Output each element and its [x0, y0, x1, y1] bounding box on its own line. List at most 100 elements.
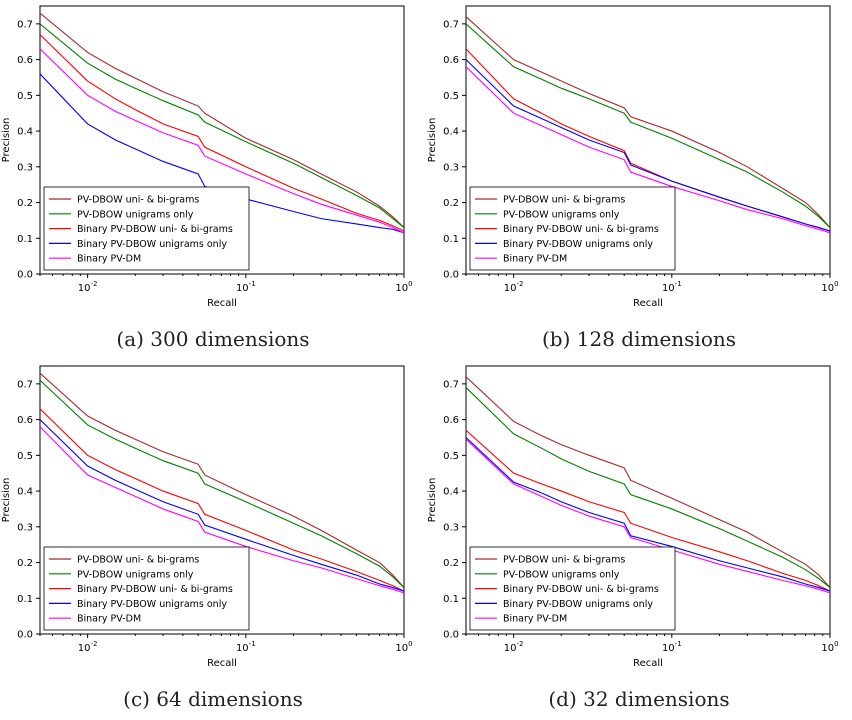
chart-panel-a: 0.0 0.1 0.2 0.3 0.4 0.5 0.6 0.7 10-2 10-1 100 Recal… [0, 0, 426, 360]
legend-label: PV-DBOW unigrams only [503, 569, 620, 580]
legend-box [469, 546, 676, 631]
x-tick-label: 10-1 [662, 640, 682, 654]
legend-label: Binary PV-DBOW unigrams only [503, 239, 653, 250]
y-tick-label: 0.1 [17, 594, 33, 605]
y-tick-label: 0.6 [443, 55, 459, 66]
plot-frame [465, 365, 831, 635]
caption-c: (c) 64 dimensions [123, 687, 303, 711]
y-tick-label: 0.5 [17, 91, 33, 102]
series-group [40, 372, 404, 594]
x-tick-label: 10-2 [504, 640, 524, 654]
y-tick-label: 0.5 [17, 451, 33, 462]
caption-a: (a) 300 dimensions [116, 327, 310, 351]
series-line-4 [466, 437, 830, 592]
legend-label: Binary PV-DBOW unigrams only [77, 599, 227, 610]
y-tick-label: 0.0 [443, 270, 459, 281]
x-tick-label: 100 [395, 640, 412, 654]
legend-label: PV-DBOW uni- & bi-grams [503, 195, 625, 206]
y-axis-label: Precision [427, 478, 438, 523]
chart-panel-c: 0.0 0.1 0.2 0.3 0.4 0.5 0.6 0.7 10-2 10-1 100 Recal… [0, 360, 426, 720]
x-axis-label: Recall [207, 658, 237, 669]
y-tick-label: 0.4 [443, 127, 459, 138]
x-tick-label: 10-1 [236, 640, 256, 654]
chart-c: 0.0 0.1 0.2 0.3 0.4 0.5 0.6 0.7 10-2 10-1 100 Recal… [1, 365, 413, 669]
series-line-5 [466, 66, 830, 234]
chart-d: 0.0 0.1 0.2 0.3 0.4 0.5 0.6 0.7 10-2 10-1 100 Recal… [427, 365, 839, 669]
y-tick-label: 0.3 [17, 522, 33, 533]
y-tick-label: 0.4 [17, 127, 33, 138]
y-tick-label: 0.6 [443, 415, 459, 426]
x-tick-label: 100 [395, 280, 412, 294]
plot-frame [465, 5, 831, 275]
x-axis-label: Recall [633, 298, 663, 309]
legend-box [43, 546, 250, 631]
y-tick-label: 0.3 [17, 162, 33, 173]
chart-panel-d: 0.0 0.1 0.2 0.3 0.4 0.5 0.6 0.7 10-2 10-1 100 Recal… [426, 360, 852, 720]
y-tick-label: 0.1 [443, 594, 459, 605]
caption-d: (d) 32 dimensions [548, 687, 730, 711]
y-tick-label: 0.4 [17, 487, 33, 498]
y-tick-label: 0.4 [443, 487, 459, 498]
x-tick-label: 10-2 [504, 280, 524, 294]
y-tick-label: 0.6 [17, 55, 33, 66]
x-tick-label: 10-1 [662, 280, 682, 294]
y-axis-label: Precision [427, 118, 438, 163]
series-line-1 [40, 12, 404, 228]
legend-label: Binary PV-DBOW uni- & bi-grams [77, 224, 233, 235]
series-line-3 [40, 408, 404, 592]
x-tick-label: 100 [821, 280, 838, 294]
series-line-1 [466, 376, 830, 588]
y-tick-label: 0.1 [17, 234, 33, 245]
legend-label: Binary PV-DM [77, 614, 141, 625]
legend-label: Binary PV-DM [503, 614, 567, 625]
y-tick-label: 0.0 [17, 270, 33, 281]
legend-label: Binary PV-DBOW uni- & bi-grams [503, 584, 659, 595]
legend-label: PV-DBOW uni- & bi-grams [77, 195, 199, 206]
plot-frame [39, 365, 405, 635]
series-line-4 [466, 59, 830, 232]
series-line-3 [40, 34, 404, 232]
y-tick-label: 0.0 [17, 630, 33, 641]
chart-b: 0.0 0.1 0.2 0.3 0.4 0.5 0.6 0.7 10-2 10-1 100 Recal… [427, 5, 839, 309]
y-tick-label: 0.2 [17, 558, 33, 569]
y-tick-label: 0.2 [17, 198, 33, 209]
y-tick-label: 0.3 [443, 162, 459, 173]
series-line-1 [40, 372, 404, 588]
series-line-5 [466, 438, 830, 594]
y-tick-label: 0.1 [443, 234, 459, 245]
y-axis-label: Precision [1, 478, 12, 523]
legend-label: PV-DBOW uni- & bi-grams [503, 555, 625, 566]
legend-label: Binary PV-DBOW uni- & bi-grams [503, 224, 659, 235]
plot-frame [39, 5, 405, 275]
legend-label: Binary PV-DM [77, 254, 141, 265]
y-tick-label: 0.3 [443, 522, 459, 533]
y-tick-label: 0.2 [443, 558, 459, 569]
legend-box [43, 186, 250, 271]
y-tick-label: 0.7 [17, 379, 33, 390]
legend-label: PV-DBOW uni- & bi-grams [77, 555, 199, 566]
series-line-5 [40, 426, 404, 594]
legend-label: Binary PV-DM [503, 254, 567, 265]
series-line-4 [40, 419, 404, 592]
series-line-2 [466, 387, 830, 588]
x-tick-label: 10-1 [236, 280, 256, 294]
y-tick-label: 0.7 [443, 379, 459, 390]
legend-label: Binary PV-DBOW uni- & bi-grams [77, 584, 233, 595]
chart-a: 0.0 0.1 0.2 0.3 0.4 0.5 0.6 0.7 10-2 10-1 100 Recal… [1, 5, 413, 309]
x-tick-label: 100 [821, 640, 838, 654]
x-tick-label: 10-2 [78, 280, 98, 294]
legend-label: Binary PV-DBOW unigrams only [503, 599, 653, 610]
legend-box [469, 186, 676, 271]
legend-label: PV-DBOW unigrams only [77, 569, 194, 580]
legend-label: PV-DBOW unigrams only [503, 209, 620, 220]
chart-panel-b: 0.0 0.1 0.2 0.3 0.4 0.5 0.6 0.7 10-2 10-1 100 Recal… [426, 0, 852, 360]
caption-b: (b) 128 dimensions [541, 327, 737, 351]
legend-label: PV-DBOW unigrams only [77, 209, 194, 220]
y-tick-label: 0.0 [443, 630, 459, 641]
series-line-1 [466, 16, 830, 228]
series-line-5 [40, 48, 404, 234]
y-tick-label: 0.5 [443, 451, 459, 462]
y-tick-label: 0.7 [443, 19, 459, 30]
y-tick-label: 0.5 [443, 91, 459, 102]
series-line-2 [466, 23, 830, 228]
